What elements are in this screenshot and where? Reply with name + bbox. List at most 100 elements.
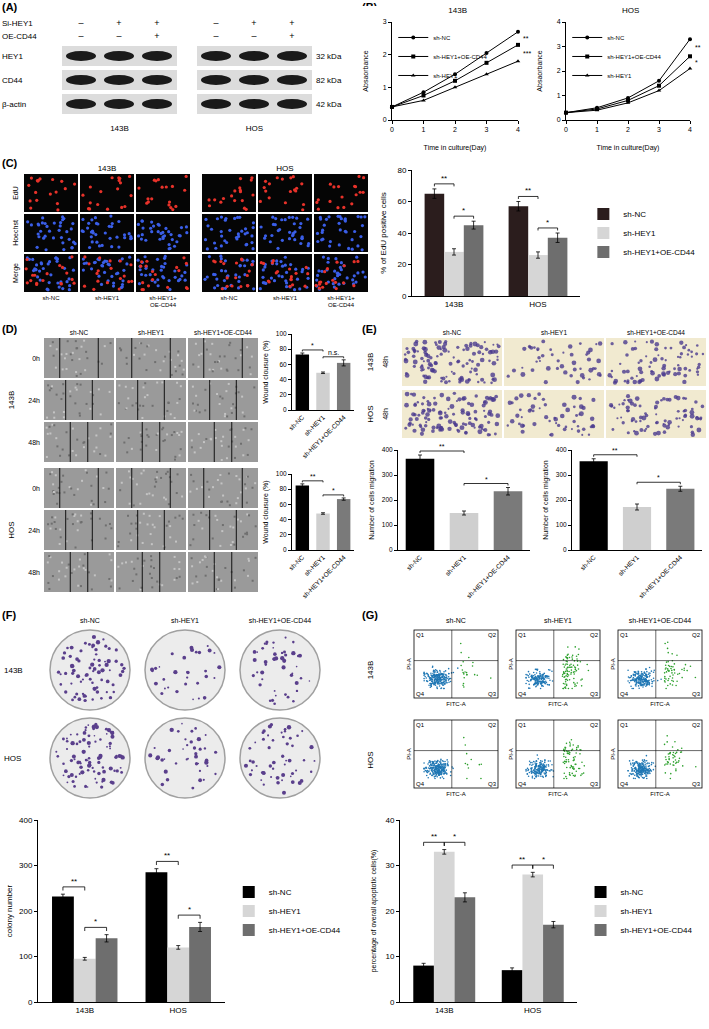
svg-text:–: – [213, 31, 218, 41]
svg-text:sh-HEY1: sh-HEY1 [607, 73, 632, 79]
svg-text:Q2: Q2 [590, 722, 599, 728]
svg-text:400: 400 [382, 446, 393, 453]
svg-text:sh-HEY1+OE-CD44: sh-HEY1+OE-CD44 [623, 248, 695, 257]
svg-text:EdU: EdU [12, 186, 19, 200]
svg-text:PI-A: PI-A [610, 658, 616, 670]
svg-text:100: 100 [19, 952, 33, 961]
svg-text:*: * [542, 855, 545, 864]
svg-text:0: 0 [563, 546, 567, 553]
svg-text:HOS: HOS [366, 405, 375, 422]
svg-text:40: 40 [397, 229, 406, 238]
svg-text:sh-NC: sh-NC [446, 617, 466, 624]
svg-text:Q4: Q4 [416, 781, 425, 787]
svg-text:Q2: Q2 [590, 632, 599, 638]
svg-text:Q3: Q3 [488, 781, 497, 787]
svg-text:Wound clousure (%): Wound clousure (%) [262, 340, 270, 403]
svg-text:HOS: HOS [276, 164, 293, 173]
svg-text:sh-HEY1+OE-CD44: sh-HEY1+OE-CD44 [301, 553, 347, 599]
svg-text:Q2: Q2 [488, 632, 497, 638]
svg-text:Q4: Q4 [416, 691, 425, 697]
svg-text:sh-HEY1: sh-HEY1 [95, 295, 120, 301]
svg-text:40: 40 [385, 816, 394, 825]
svg-text:**: ** [439, 443, 445, 450]
svg-text:FITC-A: FITC-A [548, 701, 567, 707]
svg-text:Absaorbance: Absaorbance [536, 50, 543, 91]
svg-text:+: + [154, 31, 159, 41]
svg-text:sh-NC: sh-NC [70, 329, 89, 336]
svg-text:sh-HEY1+OE-CD44: sh-HEY1+OE-CD44 [433, 54, 487, 60]
svg-text:sh-NC: sh-NC [287, 413, 305, 431]
svg-text:48h: 48h [28, 439, 40, 446]
svg-text:143B: 143B [366, 353, 375, 372]
svg-text:sh-HEY1+OE-CD44: sh-HEY1+OE-CD44 [627, 329, 685, 336]
svg-text:sh-HEY1+OE-CD44: sh-HEY1+OE-CD44 [301, 413, 347, 459]
svg-text:0: 0 [564, 126, 568, 133]
svg-text:82 kDa: 82 kDa [316, 76, 342, 85]
svg-text:Q4: Q4 [518, 691, 527, 697]
svg-text:PI-A: PI-A [406, 658, 412, 670]
svg-text:**: ** [523, 35, 529, 42]
svg-text:β-actin: β-actin [2, 100, 26, 109]
svg-text:sh-HEY1: sh-HEY1 [273, 295, 298, 301]
svg-text:HOS: HOS [4, 754, 21, 763]
svg-text:**: ** [519, 855, 525, 864]
svg-text:–: – [78, 18, 83, 28]
svg-text:sh-NC: sh-NC [433, 35, 451, 41]
svg-text:+: + [289, 31, 294, 41]
svg-text:4: 4 [557, 18, 561, 25]
svg-text:HOS: HOS [246, 124, 263, 133]
svg-text:sh-NC: sh-NC [443, 329, 462, 336]
svg-text:4: 4 [516, 126, 520, 133]
svg-text:143B: 143B [98, 164, 117, 173]
svg-text:0h: 0h [32, 355, 40, 362]
svg-text:2: 2 [453, 126, 457, 133]
svg-text:Q3: Q3 [692, 781, 701, 787]
svg-text:OE-CD44: OE-CD44 [2, 32, 37, 41]
svg-text:42 kDa: 42 kDa [316, 100, 342, 109]
svg-text:*: * [453, 832, 456, 841]
svg-text:PI-A: PI-A [406, 748, 412, 760]
svg-text:**: ** [695, 44, 701, 51]
svg-text:Q4: Q4 [518, 781, 527, 787]
svg-text:sh-HEY1: sh-HEY1 [541, 329, 567, 336]
svg-text:PI-A: PI-A [508, 658, 514, 670]
svg-text:100: 100 [276, 330, 287, 337]
svg-text:*: * [695, 59, 698, 66]
svg-text:sh-HEY1: sh-HEY1 [444, 553, 468, 577]
svg-text:143B: 143B [435, 1006, 454, 1015]
svg-text:3: 3 [383, 18, 387, 25]
svg-text:percentage of overall apoptoti: percentage of overall apoptotic cells(%) [370, 850, 378, 973]
svg-text:48h: 48h [382, 408, 389, 420]
svg-text:*: * [94, 917, 97, 926]
svg-text:(E): (E) [362, 323, 377, 335]
svg-text:20: 20 [397, 260, 406, 269]
svg-text:Q3: Q3 [488, 691, 497, 697]
svg-text:+: + [116, 18, 121, 28]
svg-text:sh-NC: sh-NC [621, 888, 644, 897]
svg-text:Time in culture(Day): Time in culture(Day) [424, 144, 487, 152]
svg-text:***: *** [523, 50, 531, 57]
svg-text:sh-HEY1+OE-CD44: sh-HEY1+OE-CD44 [621, 926, 693, 935]
svg-text:sh-HEY1: sh-HEY1 [617, 553, 641, 577]
svg-text:60: 60 [397, 197, 406, 206]
svg-text:1: 1 [422, 126, 426, 133]
svg-text:(G): (G) [362, 609, 378, 621]
svg-text:3: 3 [485, 126, 489, 133]
svg-text:40: 40 [279, 516, 287, 523]
svg-text:sh-HEY1+OE-CD44: sh-HEY1+OE-CD44 [465, 553, 511, 599]
svg-text:Q4: Q4 [620, 781, 629, 787]
svg-text:3: 3 [557, 43, 561, 50]
svg-text:OE-CD44: OE-CD44 [150, 302, 177, 308]
svg-text:*: * [188, 905, 191, 914]
svg-text:Q3: Q3 [590, 691, 599, 697]
svg-text:Si-HEY1: Si-HEY1 [2, 19, 33, 28]
svg-text:sh-NC: sh-NC [623, 210, 646, 219]
svg-text:80: 80 [397, 166, 406, 175]
svg-text:10: 10 [385, 952, 394, 961]
svg-text:100: 100 [556, 521, 567, 528]
svg-text:(C): (C) [2, 157, 18, 169]
svg-text:PI-A: PI-A [508, 748, 514, 760]
svg-text:Absaorbance: Absaorbance [362, 50, 369, 91]
svg-text:Merge: Merge [12, 263, 20, 283]
svg-text:sh-HEY1+OE-CD44: sh-HEY1+OE-CD44 [629, 617, 692, 624]
